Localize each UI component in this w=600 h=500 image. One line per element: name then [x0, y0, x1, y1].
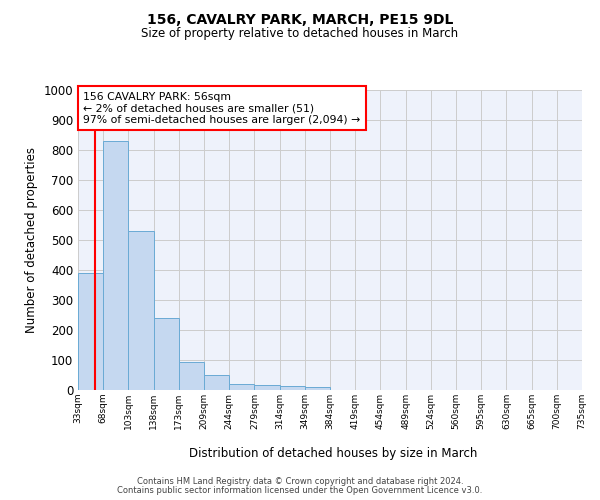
- Bar: [254, 385, 280, 390]
- Bar: [78, 273, 103, 390]
- Bar: [229, 384, 254, 390]
- Bar: [128, 231, 154, 390]
- Text: Contains HM Land Registry data © Crown copyright and database right 2024.: Contains HM Land Registry data © Crown c…: [137, 477, 463, 486]
- Text: 156 CAVALRY PARK: 56sqm
← 2% of detached houses are smaller (51)
97% of semi-det: 156 CAVALRY PARK: 56sqm ← 2% of detached…: [83, 92, 360, 124]
- Bar: [305, 387, 330, 390]
- Y-axis label: Number of detached properties: Number of detached properties: [25, 147, 38, 333]
- Bar: [154, 318, 179, 390]
- Bar: [280, 386, 305, 390]
- Text: Contains public sector information licensed under the Open Government Licence v3: Contains public sector information licen…: [118, 486, 482, 495]
- Bar: [204, 375, 229, 390]
- Text: 156, CAVALRY PARK, MARCH, PE15 9DL: 156, CAVALRY PARK, MARCH, PE15 9DL: [147, 12, 453, 26]
- Text: Distribution of detached houses by size in March: Distribution of detached houses by size …: [189, 448, 477, 460]
- Text: Size of property relative to detached houses in March: Size of property relative to detached ho…: [142, 28, 458, 40]
- Bar: [103, 141, 128, 390]
- Bar: [179, 362, 204, 390]
